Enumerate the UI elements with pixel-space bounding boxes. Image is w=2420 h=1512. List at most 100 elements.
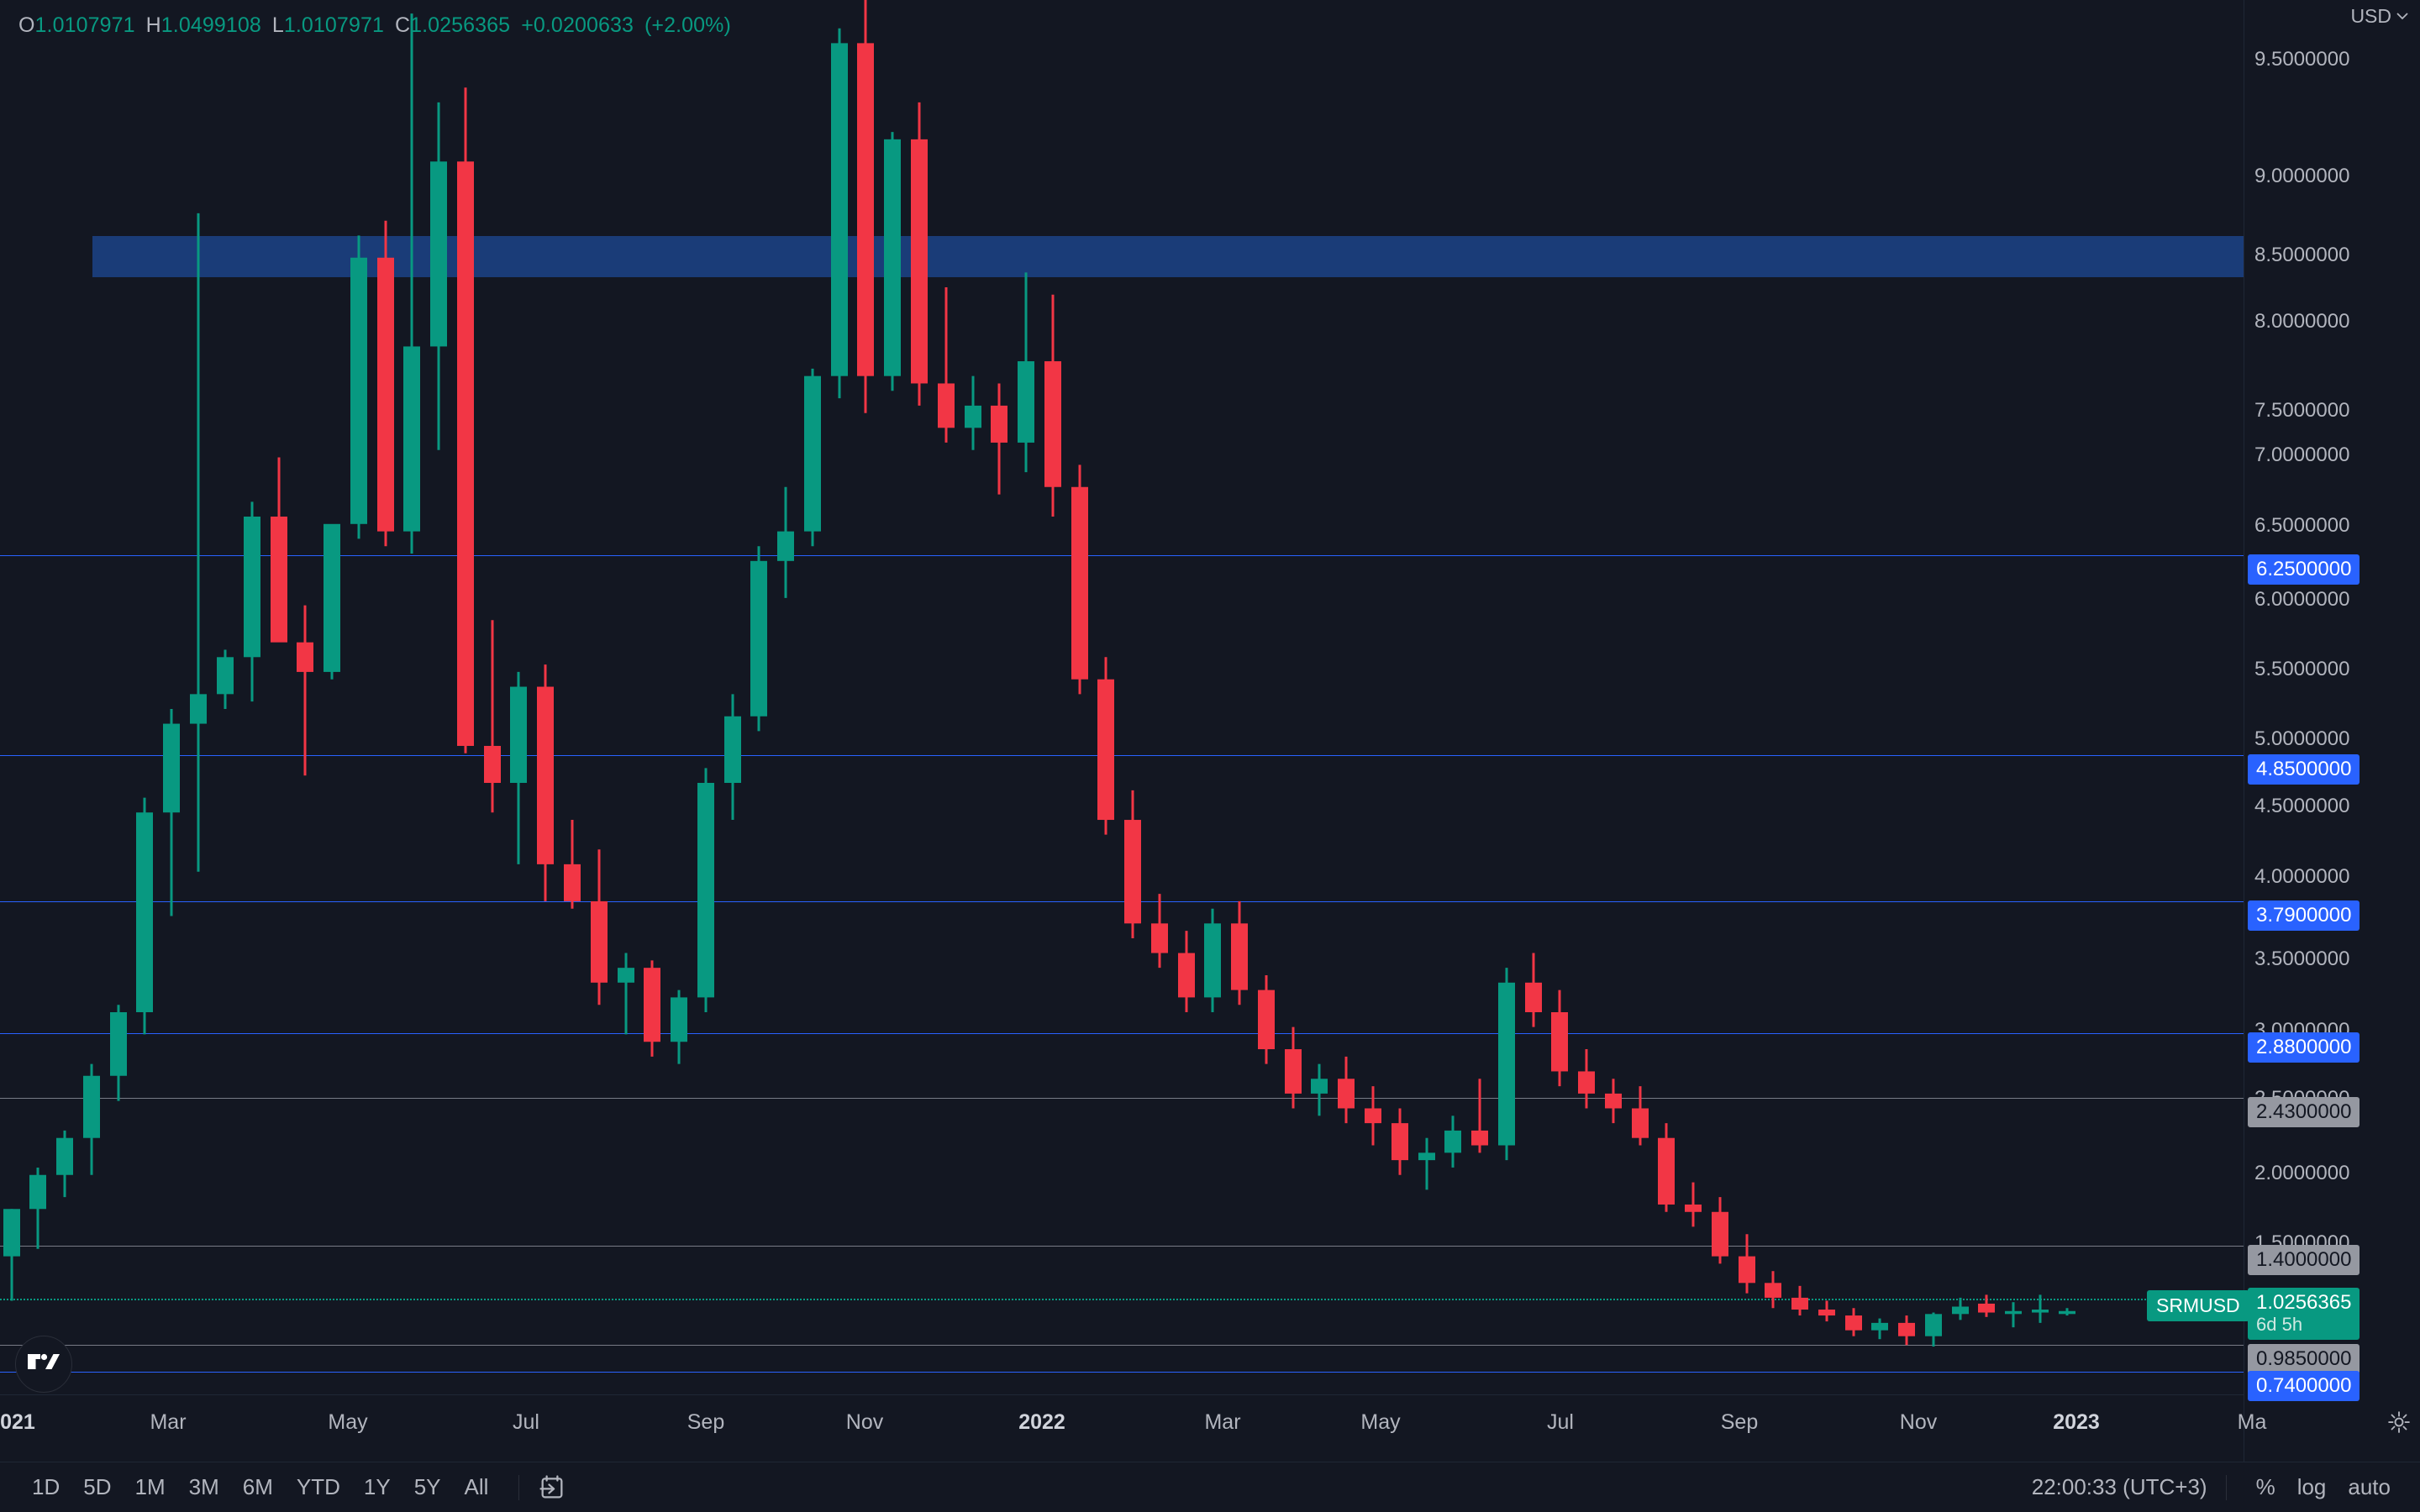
candle xyxy=(1791,1285,1808,1316)
timeframe-button-ytd[interactable]: YTD xyxy=(296,1474,340,1499)
time-tick: Jul xyxy=(1547,1410,1574,1434)
candle xyxy=(750,546,767,732)
candle xyxy=(430,102,447,450)
timeframe-button-1d[interactable]: 1D xyxy=(32,1474,60,1499)
scale-mode-auto[interactable]: auto xyxy=(2348,1474,2391,1499)
price-line-3.79[interactable] xyxy=(0,901,2244,902)
price-tag-2.4300000[interactable]: 2.4300000 xyxy=(2248,1097,2360,1127)
price-tag-1.4000000[interactable]: 1.4000000 xyxy=(2248,1245,2360,1275)
time-tick: Sep xyxy=(687,1410,725,1434)
candle xyxy=(1392,1108,1408,1175)
price-tag-4.8500000[interactable]: 4.8500000 xyxy=(2248,754,2360,785)
candle xyxy=(697,768,714,1013)
price-tag-0.9850000[interactable]: 0.9850000 xyxy=(2248,1344,2360,1374)
candle xyxy=(2059,1308,2075,1316)
price-tag-6.2500000[interactable]: 6.2500000 xyxy=(2248,554,2360,585)
time-scale[interactable]: 2021 Mar May Jul Sep Nov 2022 Mar May Jul Sep Nov 20… xyxy=(0,1394,2266,1462)
price-tick: 4.0000000 xyxy=(2254,865,2350,888)
time-tick: Sep xyxy=(1720,1410,1759,1434)
candle xyxy=(1178,931,1195,1013)
chart-settings-gear-icon[interactable] xyxy=(2386,1410,2412,1439)
candle xyxy=(1018,272,1034,473)
scale-mode-percent[interactable]: % xyxy=(2255,1474,2275,1499)
change-percent: (+2.00%) xyxy=(644,13,731,37)
time-tick: Nov xyxy=(845,1410,884,1434)
candle xyxy=(884,132,901,391)
candle xyxy=(1818,1300,1835,1322)
price-line-2.43[interactable] xyxy=(0,1098,2244,1099)
timeframe-button-5d[interactable]: 5D xyxy=(83,1474,112,1499)
time-tick: May xyxy=(1360,1410,1401,1434)
candle xyxy=(1124,790,1141,938)
close-label: C xyxy=(394,13,411,37)
candle xyxy=(671,990,687,1064)
candle xyxy=(1471,1079,1488,1153)
tradingview-logo-icon xyxy=(28,1353,60,1369)
symbol-price-line-tag[interactable]: SRMUSD xyxy=(2147,1290,2249,1321)
candle xyxy=(911,102,928,406)
timeframe-button-1y[interactable]: 1Y xyxy=(363,1474,391,1499)
candle xyxy=(1365,1086,1381,1146)
price-line-1.0256365[interactable] xyxy=(0,1299,2244,1300)
candle xyxy=(1525,953,1542,1027)
price-tag-3.7900000[interactable]: 3.7900000 xyxy=(2248,900,2360,931)
calendar-arrow-icon[interactable] xyxy=(538,1473,566,1502)
candle xyxy=(1551,990,1568,1087)
price-line-0.985[interactable] xyxy=(0,1345,2244,1346)
tradingview-logo[interactable] xyxy=(15,1336,72,1393)
candle xyxy=(3,1209,20,1301)
supply-zone-rectangle[interactable] xyxy=(92,236,2244,277)
candle xyxy=(1285,1026,1302,1109)
current-price-value: 1.0256365 xyxy=(2256,1291,2352,1314)
candle xyxy=(1605,1079,1622,1124)
chart-plot-area[interactable] xyxy=(0,0,2244,1394)
time-tick: Mar xyxy=(150,1410,187,1434)
candle xyxy=(618,953,634,1035)
price-line-0.74[interactable] xyxy=(0,1372,2244,1373)
candle xyxy=(403,13,420,554)
candle xyxy=(350,235,367,539)
time-tick: Jul xyxy=(513,1410,539,1434)
price-tick: 3.5000000 xyxy=(2254,948,2350,970)
candle xyxy=(1765,1271,1781,1309)
candle xyxy=(484,620,501,813)
low-label: L xyxy=(271,13,284,37)
timeframe-button-1m[interactable]: 1M xyxy=(134,1474,166,1499)
candle xyxy=(1071,465,1088,695)
currency-selector[interactable]: USD xyxy=(2350,5,2408,28)
price-tick: 6.5000000 xyxy=(2254,514,2350,537)
candle xyxy=(1712,1197,1728,1264)
candle xyxy=(29,1167,46,1249)
price-tick: 4.5000000 xyxy=(2254,795,2350,817)
price-line-4.85[interactable] xyxy=(0,755,2244,756)
time-tick: 2021 xyxy=(0,1410,35,1434)
price-line-6.25[interactable] xyxy=(0,555,2244,556)
candle xyxy=(163,708,180,916)
timeframe-button-group: 1D 5D 1M 3M 6M YTD 1Y 5Y All xyxy=(0,1470,500,1504)
time-tick: 2023 xyxy=(2053,1410,2100,1434)
candle xyxy=(377,220,394,547)
price-line-2.88[interactable] xyxy=(0,1033,2244,1034)
time-tick: Mar xyxy=(1204,1410,1241,1434)
price-scale[interactable]: USD 9.5000000 9.0000000 8.5000000 8.0000000… xyxy=(2244,0,2420,1462)
current-price-tag[interactable]: 1.0256365 6d 5h xyxy=(2248,1288,2360,1340)
candle xyxy=(1871,1318,1888,1340)
clock-label[interactable]: 22:00:33 (UTC+3) xyxy=(2031,1474,2207,1499)
timeframe-button-all[interactable]: All xyxy=(464,1474,489,1499)
timeframe-button-5y[interactable]: 5Y xyxy=(413,1474,441,1499)
timeframe-button-3m[interactable]: 3M xyxy=(188,1474,219,1499)
candle xyxy=(1097,657,1114,835)
scale-mode-log[interactable]: log xyxy=(2296,1474,2327,1499)
toolbar-divider-right xyxy=(2225,1474,2227,1500)
candle xyxy=(1258,974,1275,1064)
candle xyxy=(537,664,554,901)
price-tag-0.7400000[interactable]: 0.7400000 xyxy=(2248,1371,2360,1401)
price-line-1.4[interactable] xyxy=(0,1246,2244,1247)
candle xyxy=(1685,1182,1702,1227)
timeframe-button-6m[interactable]: 6M xyxy=(242,1474,273,1499)
candle xyxy=(804,368,821,547)
currency-label: USD xyxy=(2350,5,2391,27)
high-value: 1.0499108 xyxy=(160,13,261,37)
price-tag-2.8800000[interactable]: 2.8800000 xyxy=(2248,1032,2360,1063)
